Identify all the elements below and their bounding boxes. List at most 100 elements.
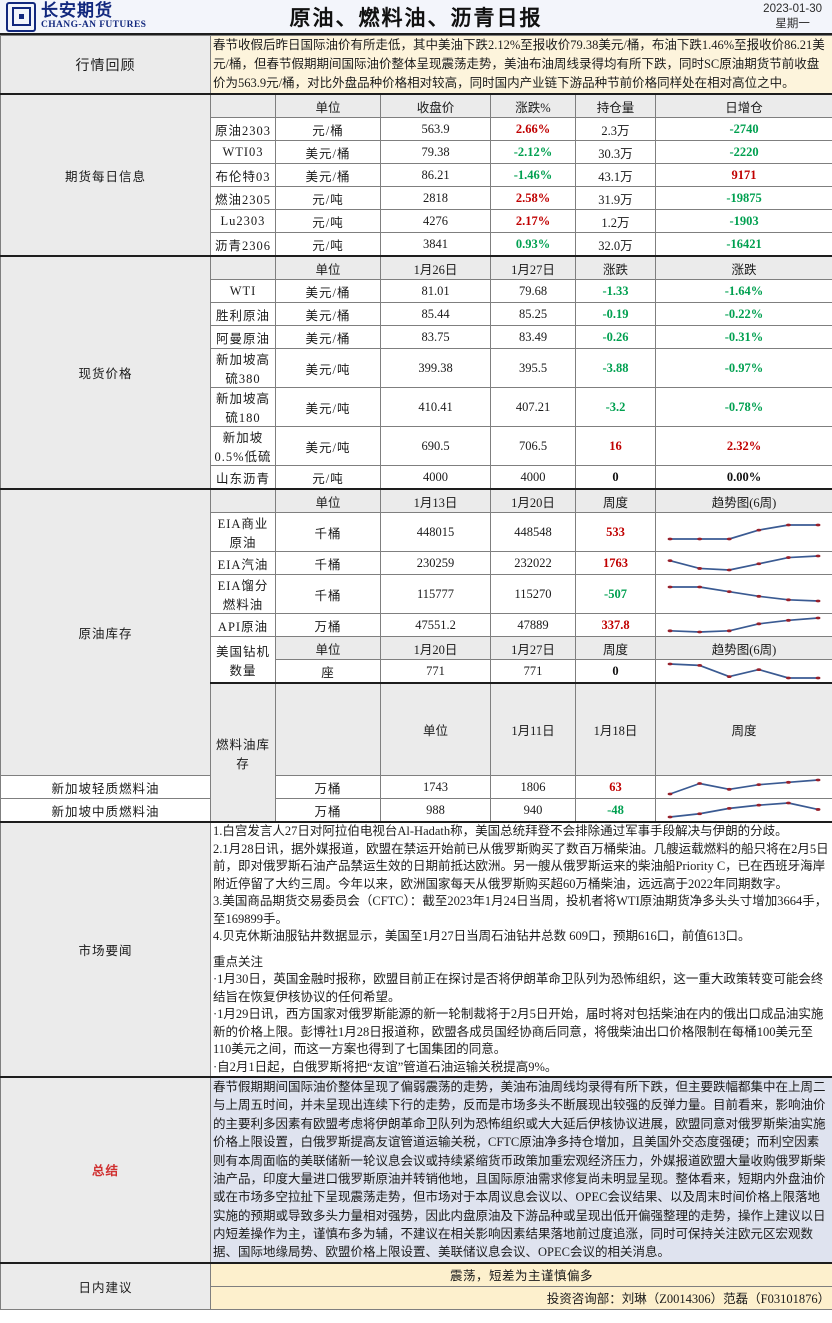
- row-name: WTI: [210, 279, 276, 303]
- spot-col-d2: 1月27日: [490, 255, 576, 280]
- rigs-col-trend: 趋势图(6周): [654, 636, 832, 660]
- row-delta: 9171: [654, 163, 832, 187]
- row-name: EIA馏分燃料油: [210, 574, 276, 614]
- spot-col-chg: 涨跌: [575, 255, 656, 280]
- row-d1: 81.01: [380, 279, 491, 303]
- table-row: Lu2303 元/吨 4276 2.17% 1.2万 -1903: [1, 209, 832, 233]
- row-name: 新加坡中质燃料油: [0, 798, 211, 823]
- crudeinv-col-unit: 单位: [275, 488, 381, 513]
- company-name-en: CHANG-AN FUTURES: [41, 19, 147, 30]
- row-close: 3841: [380, 232, 491, 257]
- fuelinv-col-0: [275, 682, 381, 776]
- row-close: 79.38: [380, 140, 491, 164]
- rigs-col-d2: 1月27日: [490, 636, 576, 660]
- table-row: WTI03 美元/桶 79.38 -2.12% 30.3万 -2220: [1, 140, 832, 164]
- row-d2: 115270: [490, 574, 576, 614]
- table-row: 新加坡0.5%低硫 美元/吨 690.5 706.5 16 2.32%: [1, 426, 832, 466]
- row-pct: -1.46%: [490, 163, 576, 187]
- row-fuelinv-header: 燃料油库存 单位 1月11日 1月18日 周度 趋势图(6周): [1, 682, 832, 823]
- row-unit: 美元/桶: [275, 279, 381, 303]
- row-d1: 4000: [380, 465, 491, 490]
- row-d1: 230259: [380, 551, 491, 575]
- row-unit: 美元/桶: [275, 325, 381, 349]
- rigs-col-d1: 1月20日: [380, 636, 491, 660]
- row-unit: 美元/吨: [275, 348, 381, 388]
- row-d1: 410.41: [380, 387, 491, 427]
- row-d2: 232022: [490, 551, 576, 575]
- row-unit: 元/吨: [275, 465, 381, 490]
- row-chg: -0.19: [575, 302, 656, 326]
- crudeinv-col-chg: 周度: [575, 488, 656, 513]
- row-name: 新加坡轻质燃料油: [0, 775, 211, 799]
- news-focus-item: ·1月30日，英国金融时报称，欧盟目前正在探讨是否将伊朗革命卫队列为恐怖组织，这…: [213, 972, 824, 1004]
- row-rigs-header: 美国钻机数量 单位 1月20日 1月27日 周度 趋势图(6周): [1, 636, 832, 684]
- fuelinv-col-d1: 1月11日: [490, 682, 576, 776]
- row-chg: 533: [575, 512, 656, 552]
- row-name: API原油: [210, 613, 276, 637]
- row-chg: 1763: [575, 551, 656, 575]
- row-d1: 771: [380, 659, 491, 684]
- section-label-summary: 总结: [0, 1076, 211, 1264]
- company-logo: 长安期货 CHANG-AN FUTURES: [0, 0, 206, 32]
- row-pct: 0.00%: [654, 465, 832, 490]
- section-label-crude-inventory: 原油库存: [0, 488, 211, 776]
- row-d2: 940: [490, 798, 576, 823]
- row-delta: -1903: [654, 209, 832, 233]
- crudeinv-col-d2: 1月20日: [490, 488, 576, 513]
- row-futures-header: 期货每日信息 单位 收盘价 涨跌% 持仓量 日增仓: [0, 93, 832, 257]
- row-d2: 47889: [490, 613, 576, 637]
- fuelinv-col-d2: 1月18日: [575, 682, 656, 776]
- chang-an-logo-icon: [6, 1, 36, 32]
- row-d1: 83.75: [380, 325, 491, 349]
- table-row: EIA商业原油 千桶 448015 448548 533: [1, 512, 832, 552]
- crudeinv-col-0: [210, 488, 276, 513]
- row-summary: 总结 春节假期期间国际油价整体呈现了偏弱震荡的走势，美油布油周线均录得有所下跌，…: [0, 1076, 832, 1264]
- table-row: 布伦特03 美元/桶 86.21 -1.46% 43.1万 9171: [1, 163, 832, 187]
- row-unit: 美元/桶: [275, 163, 381, 187]
- row-d1: 47551.2: [380, 613, 491, 637]
- row-unit: 座: [275, 659, 381, 684]
- row-name: EIA汽油: [210, 551, 276, 575]
- row-unit: 元/桶: [275, 117, 381, 141]
- news-item: 1.白宫发言人27日对阿拉伯电视台Al-Hadath称，美国总统拜登不会排除通过…: [213, 824, 788, 838]
- row-d1: 115777: [380, 574, 491, 614]
- row-name: 原油2303: [210, 117, 276, 141]
- futures-col-delta: 日增仓: [654, 93, 832, 118]
- section-label-review: 行情回顾: [0, 35, 211, 95]
- row-unit: 元/吨: [275, 209, 381, 233]
- sparkline-api-crude: [654, 613, 832, 637]
- summary-text: 春节假期期间国际油价整体呈现了偏弱震荡的走势，美油布油周线均录得有所下跌，但主要…: [209, 1076, 832, 1264]
- row-chg: -3.2: [575, 387, 656, 427]
- row-unit: 美元/桶: [275, 302, 381, 326]
- section-label-news: 市场要闻: [0, 821, 211, 1078]
- spot-col-pct: 涨跌: [654, 255, 832, 280]
- futures-col-oi: 持仓量: [575, 93, 656, 118]
- section-label-advice: 日内建议: [0, 1261, 211, 1310]
- row-d2: 395.5: [490, 348, 576, 388]
- row-chg: 0: [575, 465, 656, 490]
- table-row: WTI 美元/桶 81.01 79.68 -1.33 -1.64%: [1, 279, 832, 303]
- row-name: 新加坡高硫380: [210, 348, 276, 388]
- row-unit: 元/吨: [275, 186, 381, 210]
- row-chg: -507: [575, 574, 656, 614]
- table-row: 山东沥青 元/吨 4000 4000 0 0.00%: [1, 465, 832, 490]
- company-name-cn: 长安期货: [41, 0, 113, 21]
- row-unit: 美元/吨: [275, 426, 381, 466]
- news-item: 2.1月28日讯，据外媒报道，欧盟在禁运开始前已从俄罗斯购买了数百万桶柴油。几艘…: [213, 841, 829, 891]
- row-d2: 83.49: [490, 325, 576, 349]
- row-chg: -0.26: [575, 325, 656, 349]
- row-name: 新加坡0.5%低硫: [210, 426, 276, 466]
- row-name: EIA商业原油: [210, 512, 276, 552]
- row-chg: -1.33: [575, 279, 656, 303]
- row-market-review: 行情回顾 春节收假后昨日国际油价有所走低，其中美油下跌2.12%至报收价79.3…: [0, 35, 832, 95]
- row-pct: -1.64%: [654, 279, 832, 303]
- report-table: 行情回顾 春节收假后昨日国际油价有所走低，其中美油下跌2.12%至报收价79.3…: [0, 35, 832, 1310]
- row-pct: 2.58%: [490, 186, 576, 210]
- row-chg: 0: [575, 659, 656, 684]
- row-oi: 2.3万: [575, 117, 656, 141]
- row-chg: 16: [575, 426, 656, 466]
- row-name: 沥青2306: [210, 232, 276, 257]
- row-pct: 2.17%: [490, 209, 576, 233]
- row-chg: 337.8: [575, 613, 656, 637]
- row-close: 563.9: [380, 117, 491, 141]
